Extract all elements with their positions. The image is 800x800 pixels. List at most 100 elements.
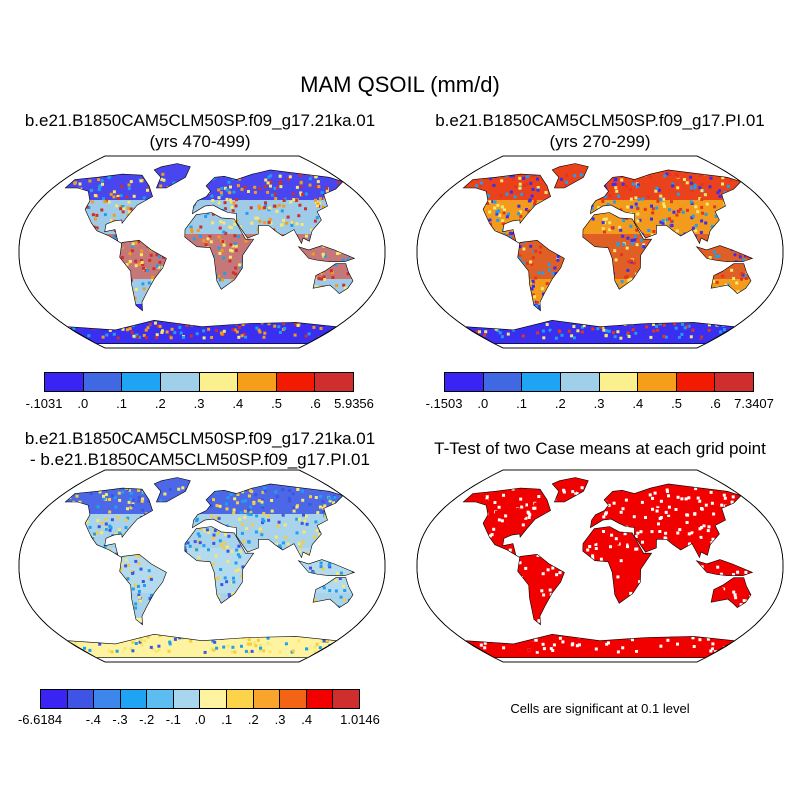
- colorbar-swatch: [67, 690, 95, 708]
- map-border: [416, 469, 784, 663]
- coastline-africa: [184, 212, 255, 290]
- coastline-indonesia: [695, 559, 754, 576]
- colorbar-swatch: [94, 690, 121, 708]
- colorbar-swatch: [227, 690, 254, 708]
- colorbar-tick-label: .0: [477, 396, 489, 411]
- colorbar-swatch: [173, 690, 201, 708]
- coastline-indonesia: [695, 245, 754, 262]
- coastline-eurasia: [590, 169, 742, 245]
- colorbar-swatch: [147, 690, 174, 708]
- coastline-eurasia: [192, 483, 344, 559]
- coastline-indonesia: [297, 559, 356, 576]
- colorbar-swatch: [560, 373, 600, 391]
- colorbar-swatch: [522, 373, 561, 391]
- coastline-north-america: [64, 487, 153, 558]
- colorbar-tick-label: .2: [154, 396, 166, 411]
- colorbar-difference: [40, 689, 360, 709]
- colorbar-tick-label: .4: [232, 396, 244, 411]
- colorbar-pi: [444, 372, 754, 392]
- colorbar-tick-label: .4: [301, 712, 313, 727]
- panel1-title-line2: (yrs 470-499): [149, 132, 251, 151]
- colorbar-swatch: [238, 373, 277, 391]
- coastline-north-america: [64, 173, 153, 244]
- colorbar-swatch: [41, 690, 68, 708]
- coastline-eurasia: [590, 483, 742, 559]
- panel2-title: b.e21.B1850CAM5CLM50SP.f09_g17.PI.01 (yr…: [400, 110, 800, 152]
- coastline-south-america: [119, 239, 167, 312]
- colorbar-swatch: [276, 373, 316, 391]
- coastline-greenland: [153, 477, 191, 503]
- coastline-indonesia: [297, 245, 356, 262]
- colorbar-tick-label: .0: [77, 396, 89, 411]
- panel4-title-line1: T-Test of two Case means at each grid po…: [434, 439, 766, 458]
- colorbar-swatch: [306, 690, 334, 708]
- coastline-africa: [582, 526, 653, 604]
- map-panel-difference: [18, 469, 386, 663]
- coastline-antarctica: [465, 319, 736, 344]
- map-panel-ttest: [416, 469, 784, 663]
- colorbar-tick-label: .1: [221, 712, 233, 727]
- colorbar-tick-label: -.1031: [25, 396, 63, 411]
- coastline-south-america: [119, 553, 167, 626]
- colorbar-tick-label: .6: [309, 396, 321, 411]
- colorbar-tick-label: .3: [593, 396, 605, 411]
- colorbar-tick-label: -.1503: [425, 396, 463, 411]
- panel2-title-line2: (yrs 270-299): [549, 132, 651, 151]
- colorbar-swatch: [280, 690, 307, 708]
- colorbar-21ka-labels: -.1031 .0 .1 .2 .3 .4 .5 .6 5.9356: [26, 396, 374, 412]
- colorbar-tick-label: .1: [116, 396, 127, 411]
- colorbar-tick-label: .2: [247, 712, 259, 727]
- coastline-north-america: [462, 487, 551, 558]
- colorbar-tick-label: .4: [632, 396, 644, 411]
- colorbar-21ka: [44, 372, 354, 392]
- coastline-africa: [582, 212, 653, 290]
- colorbar-swatch: [122, 373, 161, 391]
- colorbar-tick-label: .5: [271, 396, 282, 411]
- coastline-north-america: [462, 173, 551, 244]
- colorbar-tick-label: .6: [709, 396, 721, 411]
- coastline-australia: [710, 577, 752, 608]
- panel4-title: T-Test of two Case means at each grid po…: [400, 438, 800, 459]
- panel2-title-line1: b.e21.B1850CAM5CLM50SP.f09_g17.PI.01: [435, 111, 765, 130]
- coastline-australia: [312, 263, 354, 294]
- colorbar-swatch: [638, 373, 677, 391]
- colorbar-tick-label: .3: [193, 396, 205, 411]
- figure-title: MAM QSOIL (mm/d): [300, 72, 500, 97]
- panel3-title-line1: b.e21.B1850CAM5CLM50SP.f09_g17.21ka.01: [24, 429, 376, 448]
- panel3-title-line2: - b.e21.B1850CAM5CLM50SP.f09_g17.PI.01: [30, 450, 370, 469]
- colorbar-swatch: [315, 373, 353, 391]
- colorbar-swatch: [333, 690, 359, 708]
- colorbar-swatch: [445, 373, 484, 391]
- colorbar-swatch: [199, 373, 239, 391]
- coastline-australia: [710, 263, 752, 294]
- panel1-title-line1: b.e21.B1850CAM5CLM50SP.f09_g17.21ka.01: [24, 111, 376, 130]
- colorbar-tick-label: -.2: [139, 712, 155, 727]
- colorbar-swatch: [160, 373, 200, 391]
- coastline-antarctica: [67, 319, 338, 344]
- coastline-south-america: [517, 553, 565, 626]
- colorbar-difference-labels: -6.6184 -.4 -.3 -.2 -.1 .0 .1 .2 .3 .4 1.0146: [18, 712, 380, 728]
- colorbar-tick-label: 5.9356: [334, 396, 374, 411]
- map-border: [18, 469, 386, 663]
- coastline-greenland: [551, 477, 589, 503]
- panel1-title: b.e21.B1850CAM5CLM50SP.f09_g17.21ka.01 (…: [0, 110, 400, 152]
- colorbar-tick-label: -.4: [85, 712, 101, 727]
- colorbar-swatch: [200, 690, 228, 708]
- colorbar-tick-label: -6.6184: [17, 712, 63, 727]
- panel3-title: b.e21.B1850CAM5CLM50SP.f09_g17.21ka.01 -…: [0, 428, 400, 470]
- colorbar-tick-label: -.1: [165, 712, 181, 727]
- colorbar-tick-label: -.3: [112, 712, 128, 727]
- coastline-australia: [312, 577, 354, 608]
- colorbar-tick-label: .1: [516, 396, 527, 411]
- colorbar-tick-label: .3: [274, 712, 286, 727]
- coastline-africa: [184, 526, 255, 604]
- coastline-south-america: [517, 239, 565, 312]
- colorbar-swatch: [83, 373, 123, 391]
- colorbar-tick-label: 1.0146: [340, 712, 380, 727]
- colorbar-pi-labels: -.1503 .0 .1 .2 .3 .4 .5 .6 7.3407: [426, 396, 774, 412]
- colorbar-swatch: [120, 690, 148, 708]
- colorbar-swatch: [715, 373, 753, 391]
- colorbar-tick-label: .0: [194, 712, 206, 727]
- colorbar-swatch: [45, 373, 84, 391]
- colorbar-swatch: [253, 690, 281, 708]
